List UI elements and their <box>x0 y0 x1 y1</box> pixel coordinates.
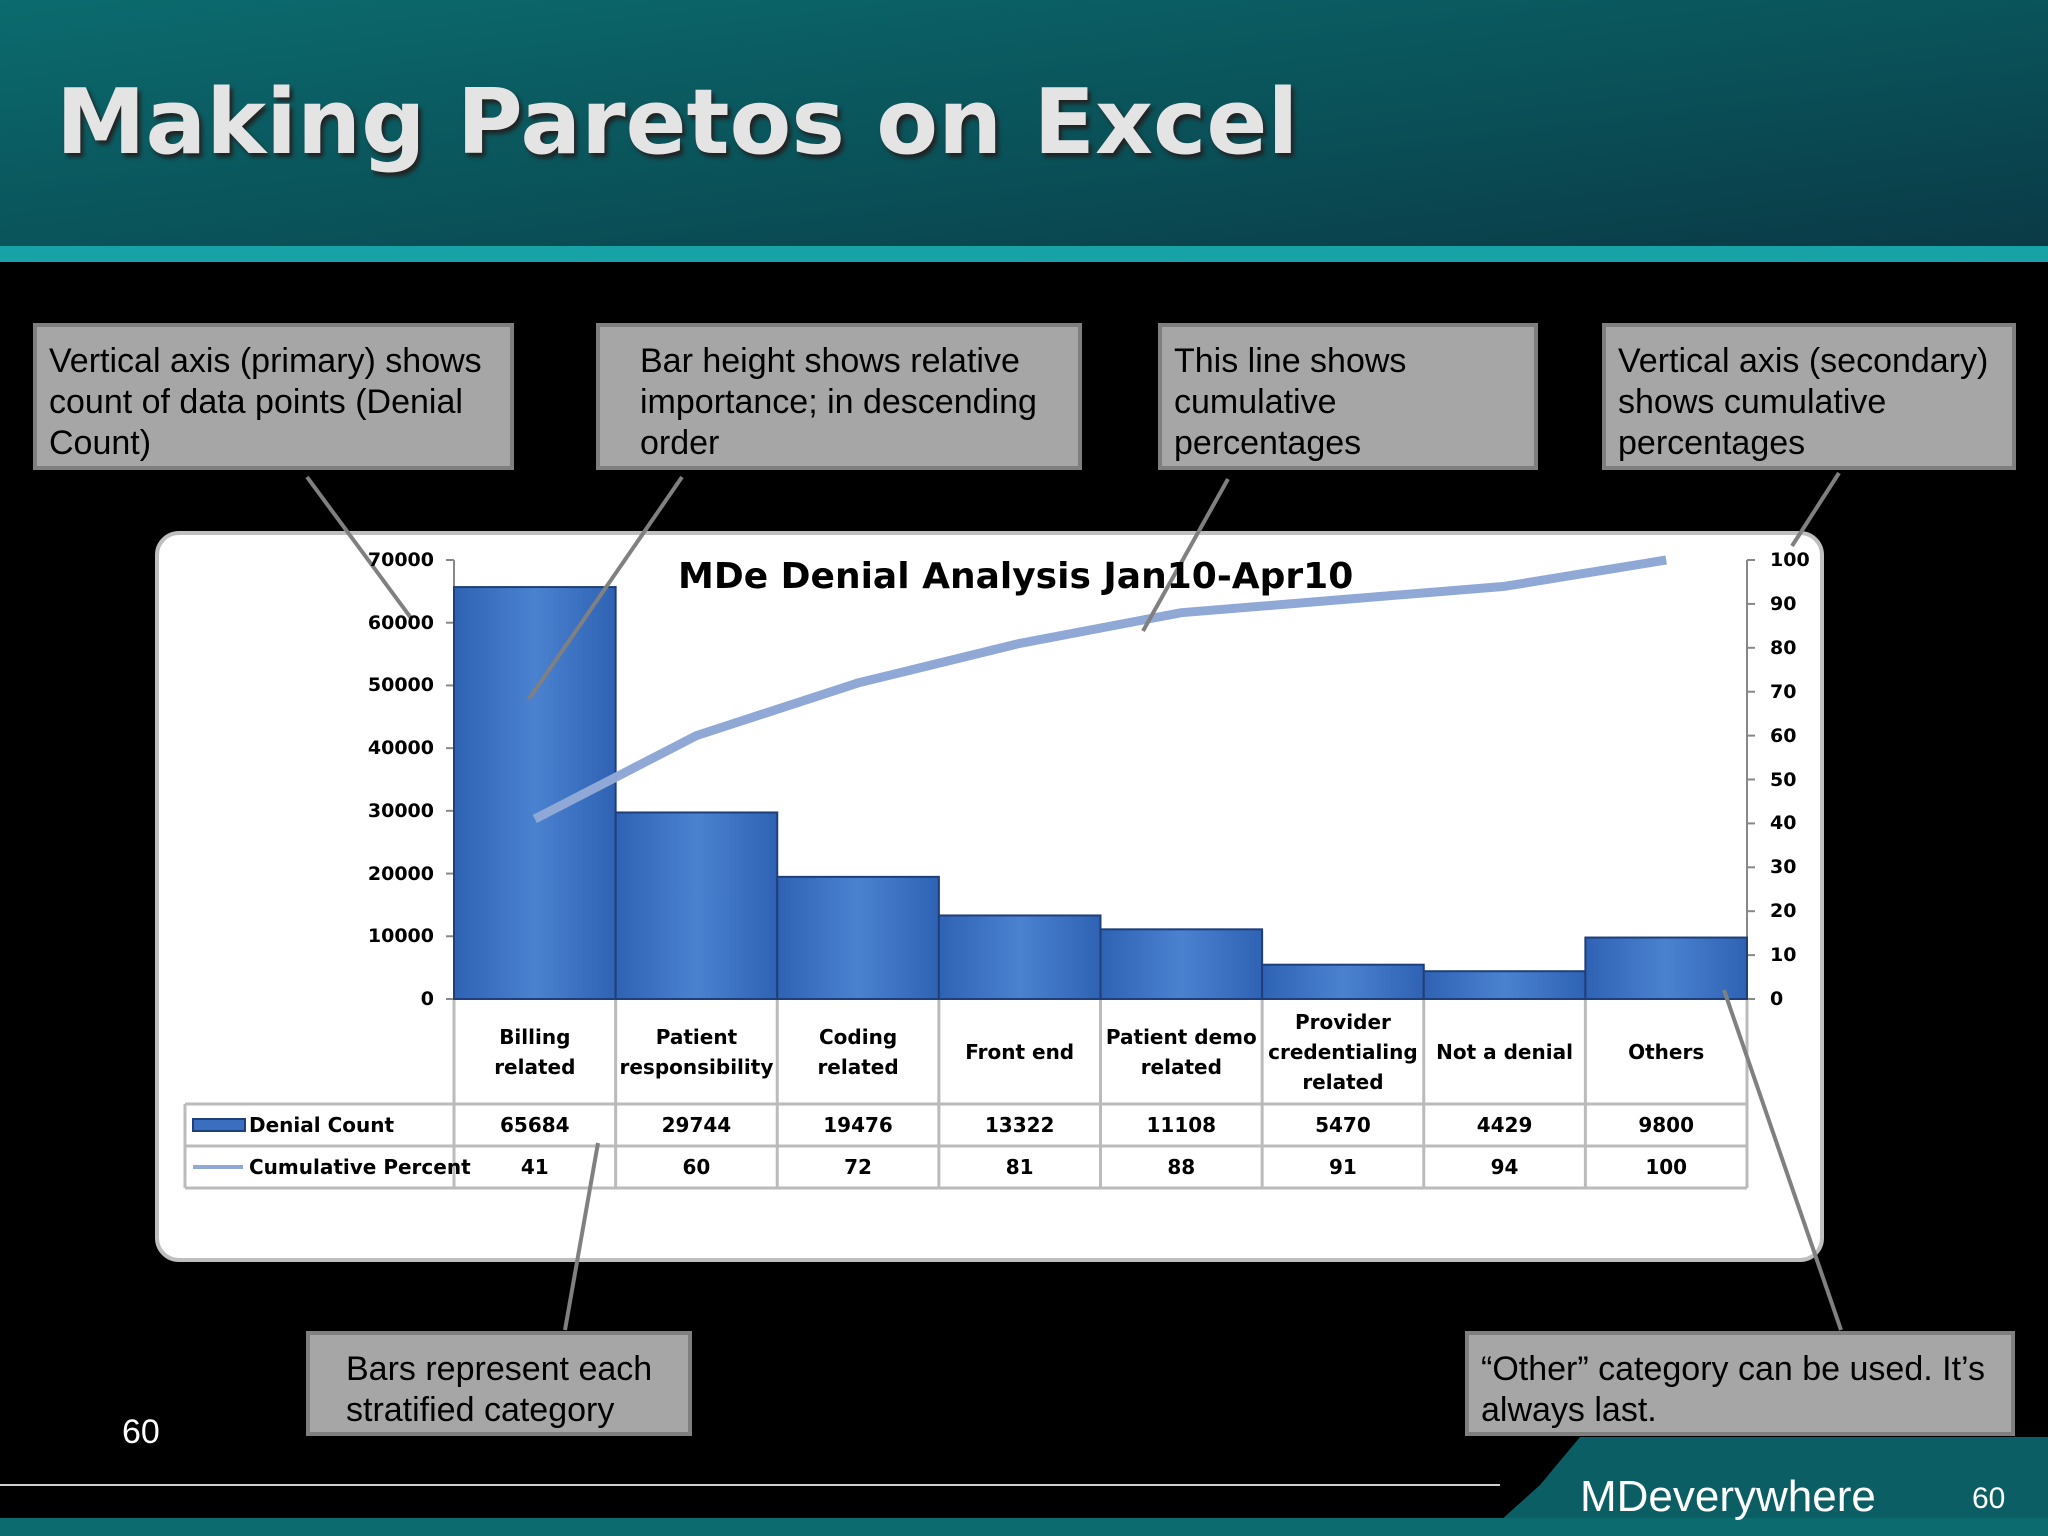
table-value: 11108 <box>1146 1113 1217 1137</box>
x-tick-label: Patient demo related <box>1105 1024 1257 1079</box>
leader-line <box>305 475 413 620</box>
y2-tick-label: 100 <box>1770 549 1810 571</box>
callout: Bar height shows relative importance; in… <box>596 323 1082 470</box>
page-number: 60 <box>1972 1482 2006 1515</box>
table-value: 91 <box>1329 1155 1357 1179</box>
y-tick-label: 0 <box>420 988 434 1010</box>
y-tick-label: 30000 <box>367 799 434 822</box>
leader-line <box>1141 478 1230 632</box>
table-value: 29744 <box>661 1113 732 1137</box>
callout: Vertical axis (secondary) shows cumulati… <box>1602 323 2016 470</box>
x-tick-label: Not a denial <box>1436 1039 1573 1064</box>
y2-tick-label: 30 <box>1770 856 1797 879</box>
leader-line <box>1722 989 1843 1331</box>
callout-leaders <box>305 471 1843 1331</box>
legend-swatch <box>192 1118 246 1132</box>
table-value: 19476 <box>823 1113 893 1137</box>
x-tick-label: Provider credentialing related <box>1268 1009 1418 1094</box>
y2-tick-label: 10 <box>1770 944 1797 967</box>
bar <box>937 914 1102 1000</box>
bar <box>614 811 779 1001</box>
y2-tick-label: 70 <box>1770 680 1797 703</box>
table-value: 100 <box>1645 1155 1688 1179</box>
table-value: 41 <box>520 1155 549 1179</box>
y2-tick-label: 80 <box>1770 636 1797 659</box>
x-tick-label: Billing related <box>494 1024 576 1079</box>
table-value: 9800 <box>1638 1113 1695 1137</box>
y2-tick-label: 50 <box>1770 768 1797 791</box>
bar <box>1584 936 1748 1000</box>
slide-title: Making Paretos on Excel <box>56 70 1299 175</box>
y2-tick-label: 20 <box>1770 900 1797 923</box>
table-value: 94 <box>1490 1155 1519 1179</box>
y-tick-label: 50000 <box>367 674 434 697</box>
y2-tick-label: 90 <box>1770 592 1797 615</box>
legend-entry: Cumulative Percent <box>249 1155 471 1179</box>
table-value: 72 <box>844 1155 872 1179</box>
x-tick-label: Others <box>1628 1039 1705 1064</box>
bar <box>1422 970 1587 1000</box>
page-number: 60 <box>122 1413 160 1451</box>
table-value: 88 <box>1167 1155 1196 1179</box>
y2-tick-label: 0 <box>1770 988 1784 1010</box>
table-value: 13322 <box>984 1113 1055 1137</box>
chart-title: MDe Denial Analysis Jan10-Apr10 <box>678 556 1354 597</box>
x-tick-label: Coding related <box>817 1024 899 1079</box>
header-stripe <box>0 246 2048 262</box>
callout: “Other” category can be used. It’s alway… <box>1465 1331 2015 1436</box>
table-value: 60 <box>682 1155 711 1179</box>
y-tick-label: 70000 <box>367 549 434 571</box>
bar <box>776 875 940 1001</box>
y-tick-label: 40000 <box>367 737 434 760</box>
y-tick-label: 20000 <box>367 862 434 885</box>
x-tick-label: Patient responsibility <box>619 1024 774 1079</box>
table-value: 5470 <box>1315 1113 1371 1137</box>
legend-entry: Denial Count <box>249 1113 395 1137</box>
leader-line <box>563 1142 600 1331</box>
footer-band <box>0 1518 2048 1536</box>
x-tick-label: Front end <box>965 1039 1075 1064</box>
bar <box>1099 928 1264 1000</box>
y2-tick-label: 40 <box>1770 812 1797 835</box>
chart <box>183 555 1755 1190</box>
y-tick-label: 10000 <box>367 925 434 948</box>
y-tick-label: 60000 <box>367 611 434 634</box>
y2-tick-label: 60 <box>1770 724 1797 747</box>
brand: MDeverywhere <box>1580 1472 1876 1521</box>
table-value: 65684 <box>500 1113 570 1137</box>
bar <box>1261 963 1425 1001</box>
leader-line <box>527 475 684 701</box>
leader-line <box>1790 471 1841 548</box>
table-value: 81 <box>1005 1155 1034 1179</box>
table-value: 4429 <box>1476 1113 1533 1137</box>
callout: This line shows cumulative percentages <box>1158 323 1538 470</box>
callout: Vertical axis (primary) shows count of d… <box>33 323 514 470</box>
footer-tab <box>1500 1437 2048 1521</box>
header-band <box>0 0 2048 246</box>
callout: Bars represent each stratified category <box>306 1331 692 1436</box>
cumulative-line <box>532 555 1667 824</box>
